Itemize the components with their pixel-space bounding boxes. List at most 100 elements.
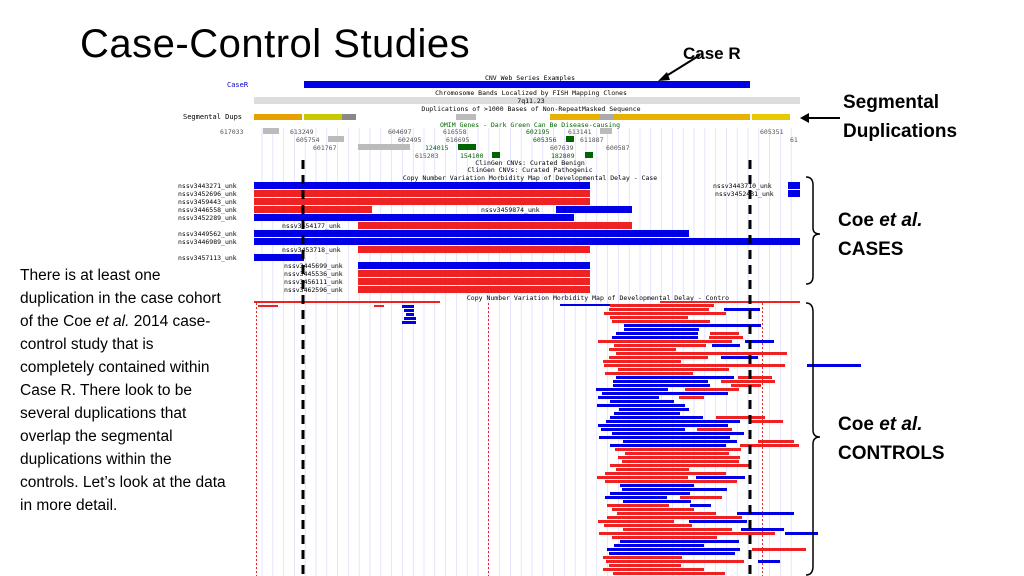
control-bar — [256, 303, 257, 305]
control-bar — [762, 523, 763, 525]
control-bar — [762, 307, 763, 309]
case-r-arrow — [658, 54, 701, 81]
control-bar — [488, 435, 489, 437]
control-bar — [488, 423, 489, 425]
case-row-label: nssv3445699_unk — [284, 262, 343, 270]
control-bar — [613, 572, 725, 575]
control-bar — [406, 313, 414, 316]
control-bar — [762, 355, 763, 357]
control-bar — [721, 380, 775, 383]
control-bar — [256, 383, 257, 385]
control-bar — [404, 309, 414, 312]
control-bar — [488, 415, 489, 417]
control-bar — [256, 347, 257, 349]
control-bar — [256, 475, 257, 477]
control-bar — [256, 443, 257, 445]
control-bar — [616, 376, 734, 379]
control-bar — [762, 315, 763, 317]
control-bar — [762, 407, 763, 409]
control-bar — [660, 301, 800, 303]
control-bar — [762, 423, 763, 425]
control-bar — [604, 524, 692, 527]
case-bar — [358, 270, 590, 277]
control-bar — [613, 380, 708, 383]
case-bar — [254, 198, 590, 205]
control-bar — [488, 439, 489, 441]
slide-title: Case-Control Studies — [80, 22, 471, 66]
control-bar — [256, 479, 257, 481]
control-bar — [614, 344, 706, 347]
control-bar — [488, 511, 489, 513]
case-bar — [254, 230, 689, 237]
control-bar — [807, 364, 861, 367]
case-bar — [788, 182, 800, 189]
control-bar — [488, 407, 489, 409]
control-bar — [607, 548, 740, 551]
control-bar — [745, 340, 774, 343]
omim-id: 600587 — [606, 144, 630, 152]
control-bar — [256, 427, 257, 429]
control-bar — [374, 305, 384, 307]
control-bar — [620, 540, 739, 543]
control-bar — [488, 491, 489, 493]
control-bar — [488, 515, 489, 517]
control-bar — [622, 460, 739, 463]
control-bar — [607, 516, 742, 519]
control-bar — [614, 544, 704, 547]
control-bar — [300, 301, 440, 303]
control-bar — [256, 471, 257, 473]
control-bar — [488, 555, 489, 557]
omim-gene — [585, 152, 593, 158]
body-text-part1: There is at least one duplication in the… — [20, 267, 221, 330]
control-bar — [762, 331, 763, 333]
control-bar — [488, 375, 489, 377]
omim-gene — [492, 152, 500, 158]
case-row-label: nssv3457113_unk — [178, 254, 237, 262]
control-bar — [749, 420, 783, 423]
control-bar — [256, 311, 257, 313]
control-bar — [680, 496, 722, 499]
control-bar — [605, 480, 737, 483]
control-bar — [610, 492, 690, 495]
control-bar — [606, 560, 744, 563]
control-bar — [488, 335, 489, 337]
control-bar — [488, 355, 489, 357]
control-bar — [762, 483, 763, 485]
control-bar — [762, 431, 763, 433]
control-bar — [256, 367, 257, 369]
control-bar — [488, 395, 489, 397]
control-bar — [488, 531, 489, 533]
control-bar — [256, 519, 257, 521]
controls-track — [254, 301, 861, 576]
control-bar — [737, 512, 794, 515]
control-bar — [609, 564, 681, 567]
control-bar — [488, 331, 489, 333]
control-bar — [762, 507, 763, 509]
control-bar — [488, 535, 489, 537]
omim-genes-track: 617033 613249 605754 601767 604697 60249… — [220, 128, 798, 160]
control-bar — [762, 303, 763, 305]
control-bar — [609, 348, 676, 351]
clingen-benign-title: ClinGen CNVs: Curated Benign — [475, 159, 585, 167]
control-bar — [256, 487, 257, 489]
control-bar — [256, 459, 257, 461]
control-bar — [623, 528, 732, 531]
control-bar — [488, 495, 489, 497]
case-bar — [254, 206, 372, 213]
chromosome-band-bar — [254, 97, 800, 104]
control-bar — [762, 519, 763, 521]
omim-gene — [263, 128, 279, 134]
control-bar — [762, 455, 763, 457]
control-bar — [762, 555, 763, 557]
control-bar — [256, 407, 257, 409]
case-row-label: nssv3445536_unk — [284, 270, 343, 278]
control-bar — [256, 391, 257, 393]
omim-id: 601767 — [313, 144, 337, 152]
control-bar — [721, 356, 758, 359]
control-bar — [488, 315, 489, 317]
segmental-duplications-line1: Segmental — [843, 92, 940, 113]
case-bar — [254, 214, 574, 221]
control-bar — [762, 371, 763, 373]
control-bar — [625, 452, 729, 455]
control-bar — [618, 456, 740, 459]
